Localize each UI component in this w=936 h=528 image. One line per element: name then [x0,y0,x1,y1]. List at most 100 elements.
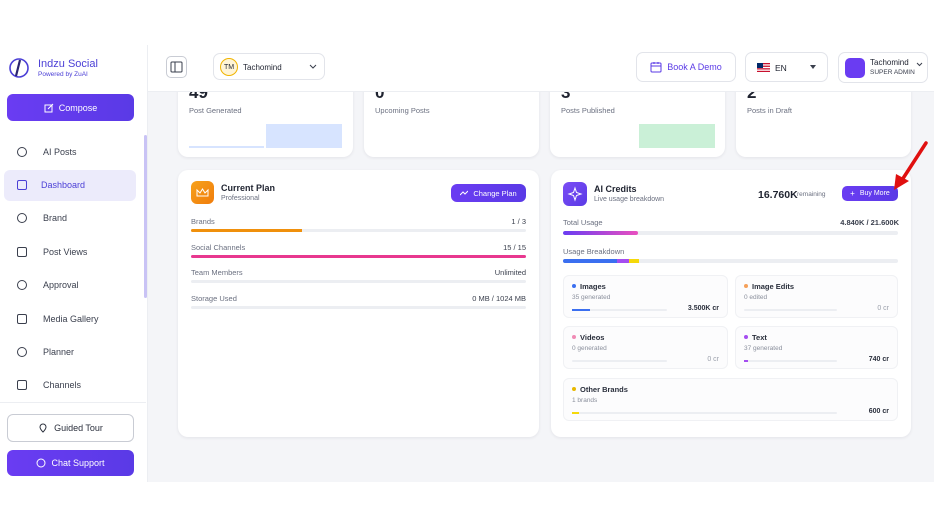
brand-tagline: Powered by ZuAI [38,71,88,78]
plan-row-fill [191,254,526,258]
flag-icon [757,63,770,72]
chevron [309,64,317,69]
nav-item[interactable]: Planner [0,344,140,361]
logo-icon [9,58,29,78]
credits-card: AI Credits Live usage breakdown 16.760K … [551,170,911,437]
plan-row-label: Storage Used [191,293,237,303]
segment-text [617,259,629,263]
scrollbar [144,135,147,298]
usage-item: Videos 0 generated 0 cr [563,326,728,369]
mini-bar [639,124,715,148]
calendar-icon [650,62,662,73]
nav-item[interactable]: AI Posts [0,144,140,161]
remaining-label: remaining [797,191,826,198]
compose-label: Compose [58,102,98,113]
topbar: TM Tachomind Book A Demo EN Tachomind SU… [148,45,934,92]
crown-icon [196,188,209,197]
workspace-initials: TM [220,58,238,76]
stat-label: Post Generated [189,106,242,115]
sparkle-icon [567,186,583,202]
sidebar: Indzu Social Powered by ZuAI Compose AI … [0,45,148,482]
nav-item[interactable]: Dashboard [0,177,140,194]
sidebar-toggle[interactable] [166,56,187,78]
pin-icon [39,423,47,433]
breakdown-label: Usage Breakdown [563,247,625,256]
chat-support-button[interactable]: Chat Support [7,450,134,476]
plan-row-label: Team Members [191,268,243,277]
usage-item: Text 37 generated 740 cr [735,326,898,369]
plan-row-bar [191,280,526,283]
item-bar [572,360,667,362]
nav-icon [17,280,27,290]
item-credits: 600 cr [868,408,889,415]
stat-card: 49 Post Generated [178,83,353,157]
nav-icon [17,380,27,390]
avatar [845,58,865,78]
language-select[interactable]: EN [745,52,828,82]
plan-row-value: 15 / 15 [503,242,526,252]
segment-other [629,259,639,263]
nav-label: Channels [43,380,82,390]
help-icon [36,458,46,468]
nav-item[interactable]: Post Views [0,244,140,261]
item-detail: 0 generated [572,345,607,352]
buy-more-button[interactable]: + Buy More [842,186,898,201]
item-bar [572,309,667,311]
guided-tour-button[interactable]: Guided Tour [7,414,134,442]
nav-label: Post Views [43,247,88,257]
item-fill [572,309,590,311]
item-credits: 740 cr [868,356,889,363]
user-menu[interactable]: Tachomind SUPER ADMIN [838,52,928,83]
item-bar [744,309,837,311]
divider [0,402,146,403]
usage-item: Image Edits 0 edited 0 cr [735,275,898,318]
stat-card: 0 Upcoming Posts [364,83,539,157]
stat-value: 3 [561,83,571,102]
item-bar [744,360,837,362]
plan-row-value: Unlimited [494,268,526,277]
stat-value: 49 [189,83,208,102]
item-credits: 3.500K cr [687,305,719,312]
item-dot [572,387,576,391]
usage-item: Other Brands 1 brands 600 cr [563,378,898,421]
compose-button[interactable]: Compose [7,94,134,121]
workspace-name: Tachomind [243,63,282,72]
total-usage-label: Total Usage [563,218,603,227]
total-usage-bar [563,231,898,235]
plan-card: Current Plan Professional Change Plan Br… [178,170,539,437]
plan-row-bar [191,229,526,232]
change-plan-button[interactable]: Change Plan [451,184,526,202]
language-label: EN [775,63,787,73]
stat-label: Upcoming Posts [375,106,430,115]
item-name: Image Edits [752,282,795,291]
item-detail: 0 edited [744,294,768,301]
item-dot [572,284,576,288]
item-bar [572,412,837,414]
item-detail: 1 brands [572,397,598,404]
stat-label: Posts in Draft [747,106,793,115]
workspace-select[interactable]: TM Tachomind [213,53,325,80]
stat-value: 0 [375,83,385,102]
nav-item[interactable]: Media Gallery [0,311,140,328]
nav-label: AI Posts [43,147,77,157]
plan-row-label: Social Channels [191,242,246,252]
nav-label: Media Gallery [43,314,99,324]
nav-item[interactable]: Approval [0,277,140,294]
book-demo-label: Book A Demo [667,62,722,72]
nav-icon [17,213,27,223]
mini-line [189,146,264,148]
item-name: Text [752,333,767,342]
trend-icon [460,190,469,196]
chevron [916,62,923,67]
stat-card: 3 Posts Published [550,83,725,157]
book-demo-button[interactable]: Book A Demo [636,52,736,82]
stats-row: 49 Post Generated 0 Upcoming Posts 3 Posts Pu… [0,83,936,160]
nav-item[interactable]: Channels [0,377,140,394]
usage-item: Images 35 generated 3.500K cr [563,275,728,318]
brand-name: Indzu Social [38,58,98,70]
total-usage-fill [563,231,639,235]
stat-card: 2 Posts in Draft [736,92,911,157]
nav-item[interactable]: Brand [0,210,140,227]
credits-title: AI Credits [594,184,637,194]
